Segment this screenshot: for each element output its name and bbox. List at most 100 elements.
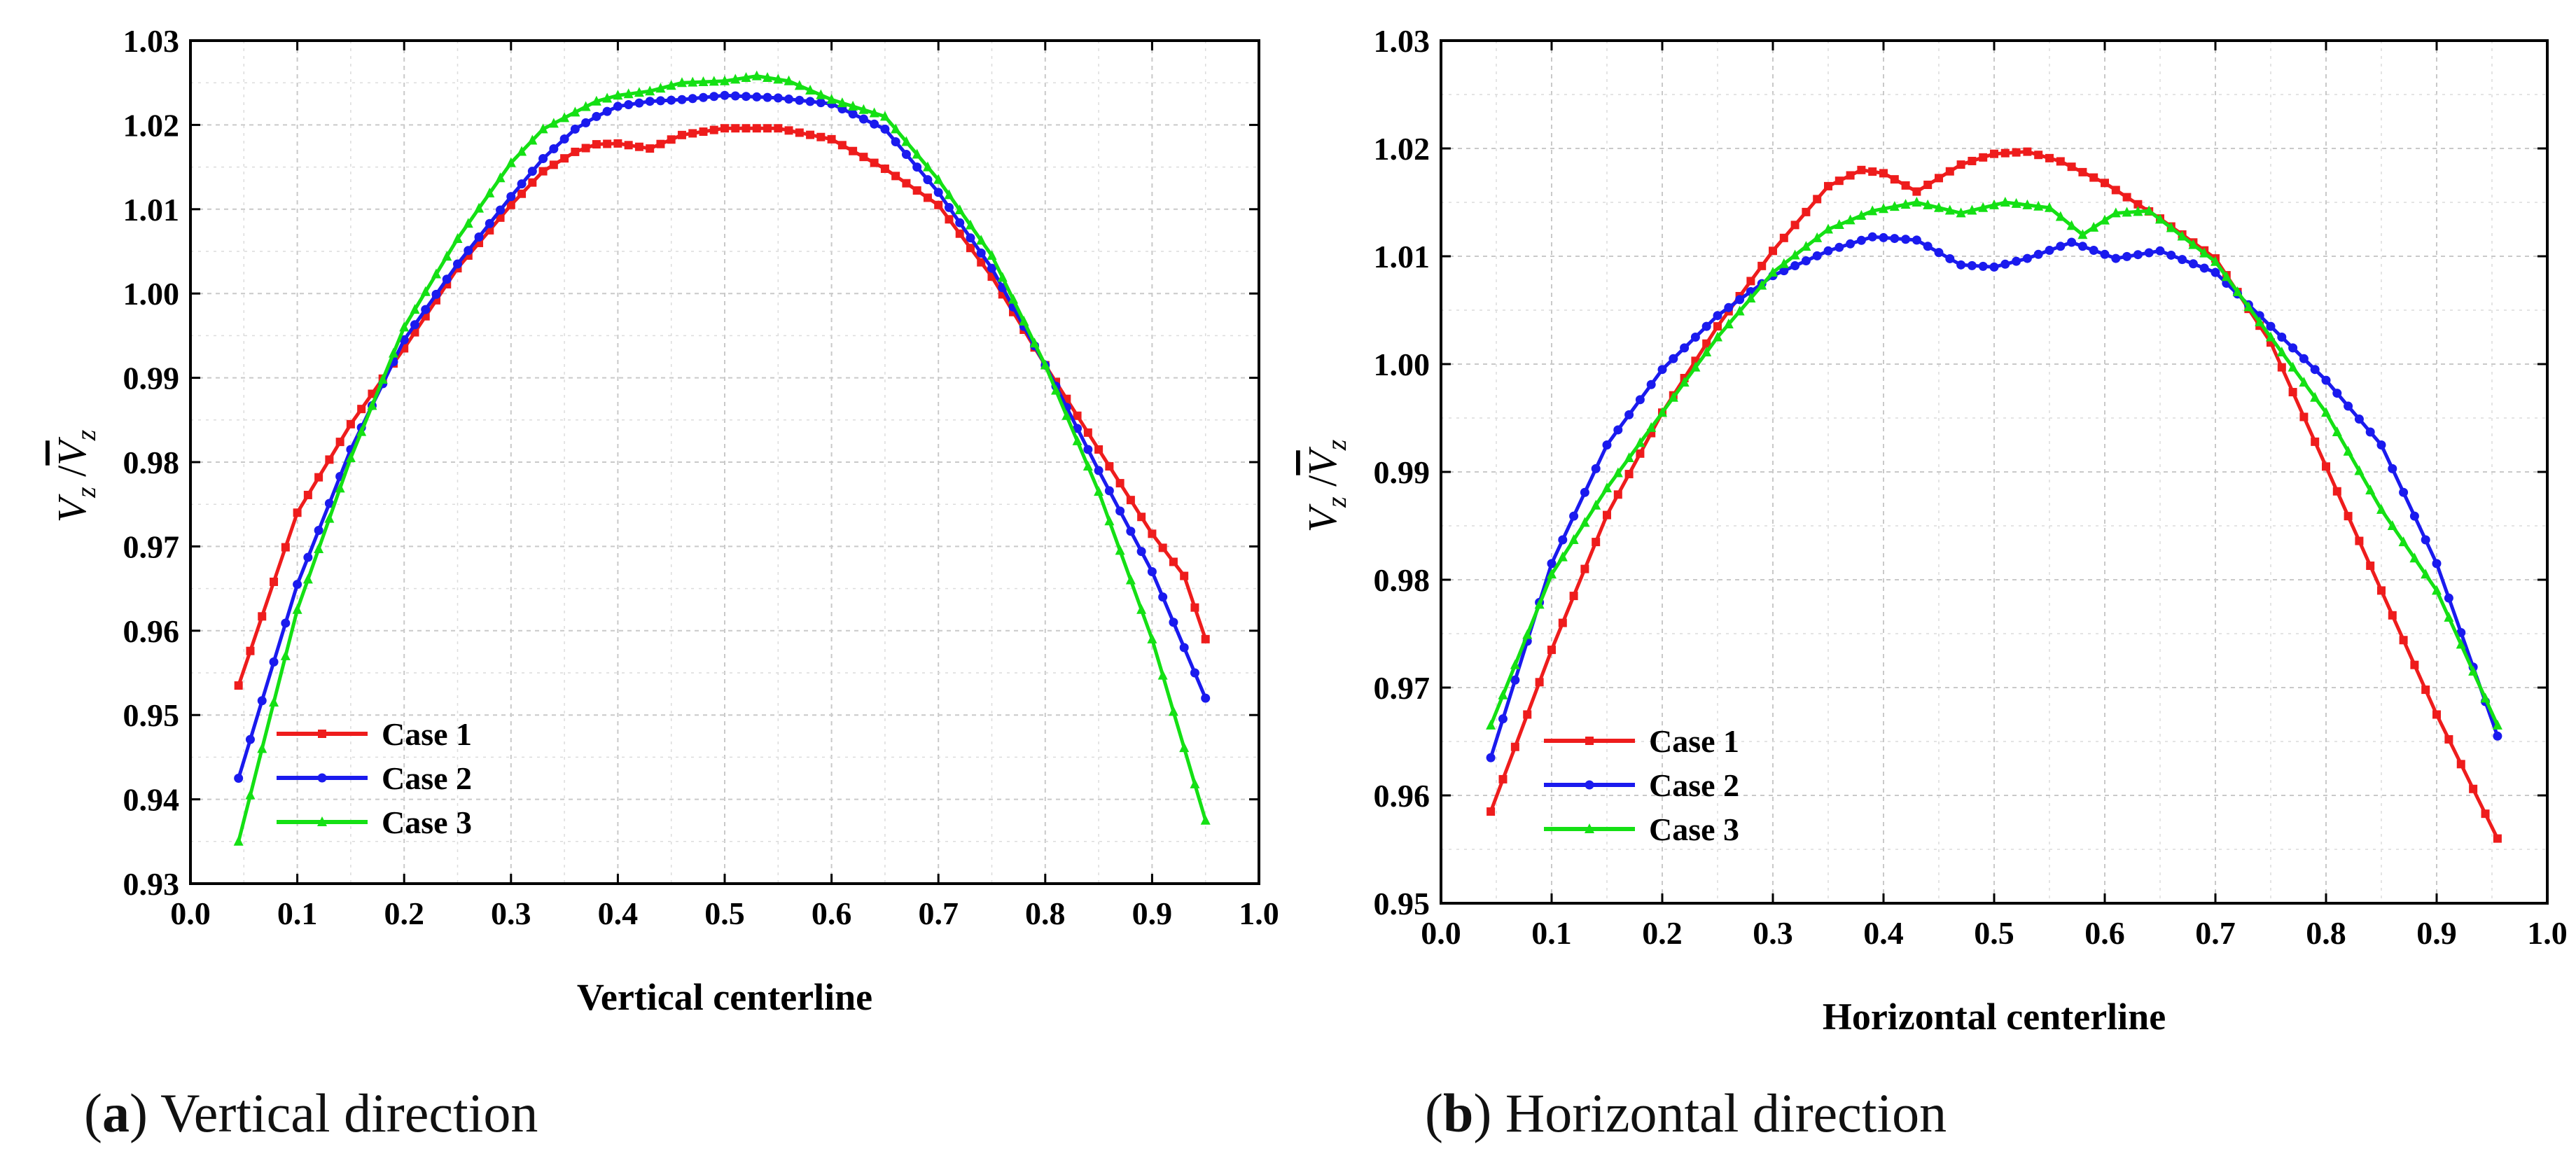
ca-series-2 — [234, 90, 1211, 783]
cb-series-1-point-82 — [2399, 636, 2408, 645]
ca-series-3-point-27 — [527, 134, 538, 145]
ca-series-2-point-35 — [613, 102, 622, 111]
ca-ylabel-text: Vz /Vz — [49, 429, 102, 522]
ca-series-3-point-33 — [591, 95, 601, 106]
ca-series-2-point-15 — [399, 335, 409, 344]
cb-series-3-point-21 — [1723, 319, 1734, 329]
caption-b: (b) Horizontal direction — [1425, 1082, 1947, 1143]
cb-series-1-point-26 — [1779, 233, 1788, 242]
ca-series-1-point-45 — [720, 124, 729, 133]
ca-series-2-point-85 — [1147, 567, 1157, 577]
cb-series-2-point-10 — [1602, 440, 1612, 450]
ca-series-3-point-19 — [442, 251, 452, 261]
cb-series-2-point-77 — [2344, 401, 2353, 411]
ca-series-3-point-46 — [730, 74, 741, 84]
cb-legend-marker-1 — [1585, 737, 1594, 745]
ca-series-1-point-8 — [325, 455, 334, 464]
ca-series-3-point-70 — [987, 250, 997, 260]
cb-series-2-point-39 — [1923, 242, 1933, 251]
ca-series-3-point-65 — [933, 174, 944, 184]
ca-series-2-point-26 — [517, 179, 527, 189]
cb-series-1-point-35 — [1879, 169, 1888, 178]
cb-series-1-point-8 — [1580, 564, 1589, 573]
ca-series-3-point-57 — [848, 100, 858, 111]
ca-series-2-point-57 — [848, 109, 858, 119]
cb-legend-label-2: Case 2 — [1649, 767, 1739, 803]
cb-series-1-point-39 — [1923, 180, 1933, 189]
cb-series-3-point-73 — [2299, 377, 2309, 387]
ca-series-1-point-55 — [827, 134, 836, 144]
cb-series-1-point-19 — [1702, 339, 1711, 348]
ca-series-3-point-34 — [602, 92, 613, 103]
cb-series-1-point-28 — [1802, 207, 1811, 216]
cb-series-2-point-54 — [2089, 246, 2098, 256]
ca-series-2-point-80 — [1094, 466, 1103, 475]
cb-series-2-point-85 — [2432, 559, 2442, 569]
ca-series-3-point-37 — [634, 87, 644, 97]
ca-series-2-point-7 — [314, 526, 323, 536]
ca-series-3-point-43 — [698, 76, 709, 86]
cb-series-2-point-48 — [2022, 253, 2032, 263]
ca-series-2-point-42 — [688, 94, 697, 104]
ca-series-1-point-9 — [335, 438, 344, 447]
ca-series-2-point-30 — [559, 134, 569, 144]
ca-series-3-point-74 — [1029, 337, 1040, 348]
ca-series-3-point-1 — [245, 789, 256, 800]
ca-series-3-point-5 — [292, 604, 302, 614]
cb-xlabel: Horizontal centerline — [1823, 996, 2166, 1038]
cb-series-2-point-80 — [2376, 440, 2386, 450]
cb-series-3-point-10 — [1602, 482, 1612, 493]
ca-series-3-point-25 — [506, 157, 516, 167]
ca-series-3-point-85 — [1147, 633, 1157, 643]
cb-series-2-point-52 — [2067, 237, 2077, 247]
ca-series-2-point-6 — [303, 552, 313, 562]
ca-series-2-point-58 — [858, 114, 868, 124]
cb-series-1-point-71 — [2277, 363, 2286, 372]
ca-series-3-point-28 — [538, 123, 548, 134]
cb-series-2-point-2 — [1510, 675, 1520, 685]
cb-series-3-point-78 — [2354, 465, 2365, 475]
ca-series-3-point-17 — [420, 286, 431, 296]
cb-series-3-point-59 — [2144, 205, 2154, 216]
cb-series-1-point-2 — [1510, 742, 1519, 751]
cb-series-2-point-13 — [1635, 395, 1645, 405]
ca-series-1-point-64 — [923, 193, 932, 202]
ca-series-1-point-85 — [1148, 529, 1157, 538]
ca-series-1-point-87 — [1169, 557, 1178, 566]
cb-series-3-point-46 — [2000, 197, 2010, 207]
ca-series-1-point-67 — [955, 229, 964, 238]
ca-series-1-point-46 — [731, 124, 740, 133]
ca-series-1-point-68 — [966, 244, 975, 253]
ca-legend: Case 1 Case 2 Case 3 — [277, 716, 472, 840]
ca-series-3-point-38 — [645, 85, 655, 96]
cb-series-2-point-87 — [2456, 627, 2466, 637]
cb-series-2-point-0 — [1486, 753, 1496, 762]
cb-series-3-point-68 — [2243, 301, 2254, 312]
ca-series-1-point-10 — [346, 419, 355, 429]
ca-series-3-point-84 — [1136, 604, 1147, 614]
cb-series-2-point-58 — [2133, 250, 2143, 260]
ca-series-2-point-8 — [324, 499, 334, 508]
cb-series-2-point-26 — [1779, 266, 1789, 276]
cb-series-1-point-34 — [1868, 167, 1877, 176]
cb-grid — [1440, 40, 2548, 904]
ca-series-2-point-33 — [592, 111, 601, 121]
cb-series-1-point-54 — [2089, 173, 2098, 182]
ca-series-3-point-14 — [388, 347, 398, 358]
ca-series-3-point-35 — [613, 90, 623, 100]
cb-series-3-point-40 — [1934, 202, 1944, 212]
ca-series-2-point-40 — [667, 95, 676, 105]
ca-series-2-point-21 — [464, 246, 473, 256]
cb-series-2-point-19 — [1701, 321, 1711, 331]
ca-series-1-point-5 — [293, 508, 302, 517]
cb-axes: 0.0 0.1 0.2 0.3 0.4 0.5 0.6 0.7 0.8 0.9 1.0 0.95 0.9… — [1374, 23, 2568, 951]
ca-series-2-point-37 — [634, 98, 644, 108]
ca-series-3-point-48 — [751, 70, 762, 81]
ca-series-3-point-41 — [676, 77, 687, 88]
cb-series-2-point-45 — [1989, 262, 1999, 272]
cb-series-3-point-89 — [2480, 692, 2491, 703]
ca-series-2-line — [237, 93, 1208, 779]
cb-series-1-point-83 — [2410, 660, 2419, 669]
ca-ytick-label-8: 1.01 — [123, 192, 180, 228]
cb-series-2-point-5 — [1547, 559, 1557, 569]
